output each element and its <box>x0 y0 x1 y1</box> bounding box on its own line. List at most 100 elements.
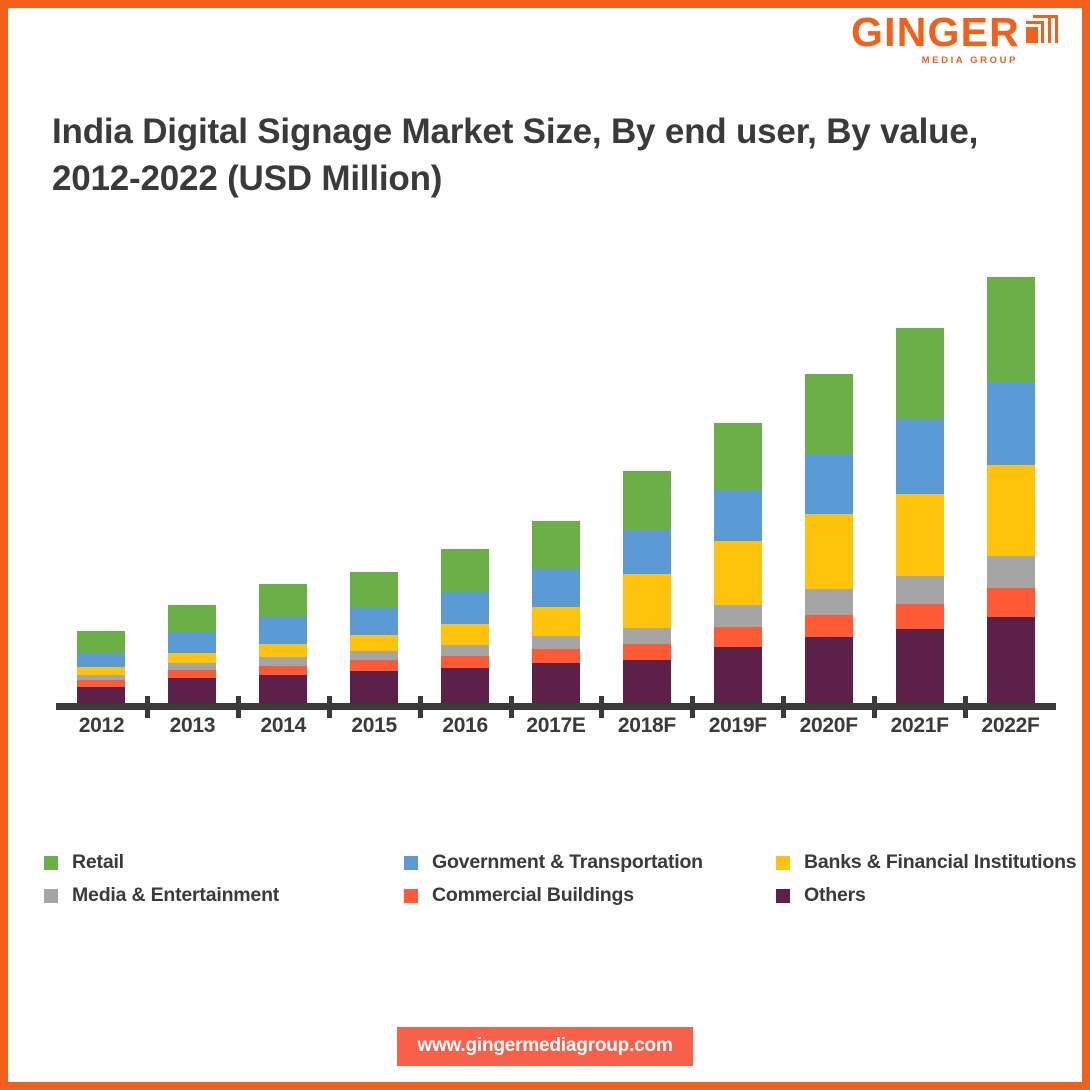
bar-segment[interactable] <box>441 656 490 669</box>
bar-segment[interactable] <box>350 634 399 651</box>
bar-segment[interactable] <box>622 530 671 575</box>
bar-segment[interactable] <box>441 549 490 592</box>
stacked-bar[interactable] <box>895 328 944 703</box>
bar-group <box>238 261 329 703</box>
stacked-bar[interactable] <box>441 549 490 703</box>
bar-segment[interactable] <box>622 471 671 531</box>
bar-segment[interactable] <box>713 646 762 703</box>
bar-segment[interactable] <box>259 665 308 675</box>
bar-segment[interactable] <box>350 660 399 671</box>
bar-segment[interactable] <box>441 624 490 646</box>
bar-segment[interactable] <box>895 629 944 703</box>
x-axis-tick-label: 2019F <box>708 714 767 737</box>
bar-segment[interactable] <box>441 591 490 625</box>
legend-item[interactable]: Banks & Financial Institutions <box>776 851 1077 874</box>
bar-segment[interactable] <box>713 626 762 647</box>
bar-segment[interactable] <box>986 555 1035 588</box>
stacked-bar[interactable] <box>713 423 762 703</box>
bar-segment[interactable] <box>531 520 580 570</box>
bar-segment[interactable] <box>622 574 671 629</box>
bar-segment[interactable] <box>804 373 853 454</box>
bar-segment[interactable] <box>168 653 217 663</box>
bar-segment[interactable] <box>259 674 308 703</box>
stacked-bar[interactable] <box>986 277 1035 703</box>
bar-segment[interactable] <box>168 605 217 633</box>
bar-segment[interactable] <box>259 617 308 645</box>
x-axis-tick-label: 2020F <box>799 714 858 737</box>
bar-group <box>420 261 511 703</box>
bar-segment[interactable] <box>531 649 580 663</box>
bar-segment[interactable] <box>986 381 1035 465</box>
bar-segment[interactable] <box>895 603 944 630</box>
stacked-bar[interactable] <box>77 630 126 703</box>
legend-label: Others <box>804 884 866 906</box>
bar-segment[interactable] <box>622 644 671 661</box>
stacked-bar[interactable] <box>350 571 399 703</box>
bar-segment[interactable] <box>350 607 399 635</box>
bar-segment[interactable] <box>168 662 217 670</box>
nested-corner-bars-icon <box>1026 15 1058 43</box>
bar-segment[interactable] <box>895 575 944 604</box>
stacked-bar[interactable] <box>259 583 308 703</box>
stacked-bar[interactable] <box>622 471 671 703</box>
bar-segment[interactable] <box>713 490 762 541</box>
bar-segment[interactable] <box>168 669 217 678</box>
bar-group <box>692 261 783 703</box>
x-axis-tick <box>144 696 150 718</box>
bar-segment[interactable] <box>259 644 308 658</box>
stacked-bar[interactable] <box>531 520 580 703</box>
bar-segment[interactable] <box>622 660 671 703</box>
bar-segment[interactable] <box>895 494 944 576</box>
stacked-bar[interactable] <box>168 605 217 703</box>
website-url[interactable]: www.gingermediagroup.com <box>397 1027 693 1066</box>
bar-group <box>329 261 420 703</box>
bar-segment[interactable] <box>350 670 399 703</box>
bar-segment[interactable] <box>804 614 853 638</box>
bar-segment[interactable] <box>259 583 308 618</box>
bar-segment[interactable] <box>441 668 490 703</box>
legend-label: Banks & Financial Institutions <box>804 851 1077 873</box>
bar-segment[interactable] <box>77 686 126 703</box>
bar-segment[interactable] <box>441 645 490 657</box>
bar-segment[interactable] <box>77 630 126 654</box>
bar-segment[interactable] <box>77 680 126 687</box>
bar-segment[interactable] <box>804 514 853 590</box>
bar-segment[interactable] <box>713 540 762 606</box>
legend-swatch <box>776 888 790 903</box>
bar-segment[interactable] <box>168 632 217 654</box>
bar-segment[interactable] <box>986 617 1035 703</box>
bar-segment[interactable] <box>77 653 126 667</box>
legend-item[interactable]: Others <box>776 884 1074 907</box>
bar-segment[interactable] <box>622 628 671 645</box>
bar-group <box>965 261 1056 703</box>
stacked-bar[interactable] <box>804 373 853 703</box>
x-axis-tick <box>599 696 605 718</box>
bar-segment[interactable] <box>531 662 580 703</box>
legend-item[interactable]: Retail <box>44 851 404 874</box>
legend-swatch <box>44 855 58 870</box>
bar-segment[interactable] <box>168 677 217 703</box>
bar-segment[interactable] <box>986 464 1035 556</box>
bar-segment[interactable] <box>531 569 580 607</box>
bar-segment[interactable] <box>350 571 399 608</box>
bar-segment[interactable] <box>531 606 580 637</box>
bar-segment[interactable] <box>713 423 762 491</box>
bar-segment[interactable] <box>986 277 1035 382</box>
bar-segment[interactable] <box>77 674 126 681</box>
x-axis-tick <box>508 696 514 718</box>
legend-item[interactable]: Media & Entertainment <box>44 884 404 907</box>
bar-segment[interactable] <box>804 637 853 703</box>
bar-segment[interactable] <box>804 589 853 615</box>
bar-segment[interactable] <box>713 605 762 627</box>
bar-segment[interactable] <box>77 666 126 675</box>
bar-segment[interactable] <box>895 419 944 495</box>
bar-segment[interactable] <box>804 453 853 515</box>
bar-group <box>874 261 965 703</box>
bar-segment[interactable] <box>986 587 1035 618</box>
bar-segment[interactable] <box>350 650 399 661</box>
bar-segment[interactable] <box>531 636 580 650</box>
legend-item[interactable]: Government & Transportation <box>404 851 776 874</box>
bar-segment[interactable] <box>259 657 308 666</box>
bar-segment[interactable] <box>895 328 944 420</box>
legend-item[interactable]: Commercial Buildings <box>404 884 776 907</box>
